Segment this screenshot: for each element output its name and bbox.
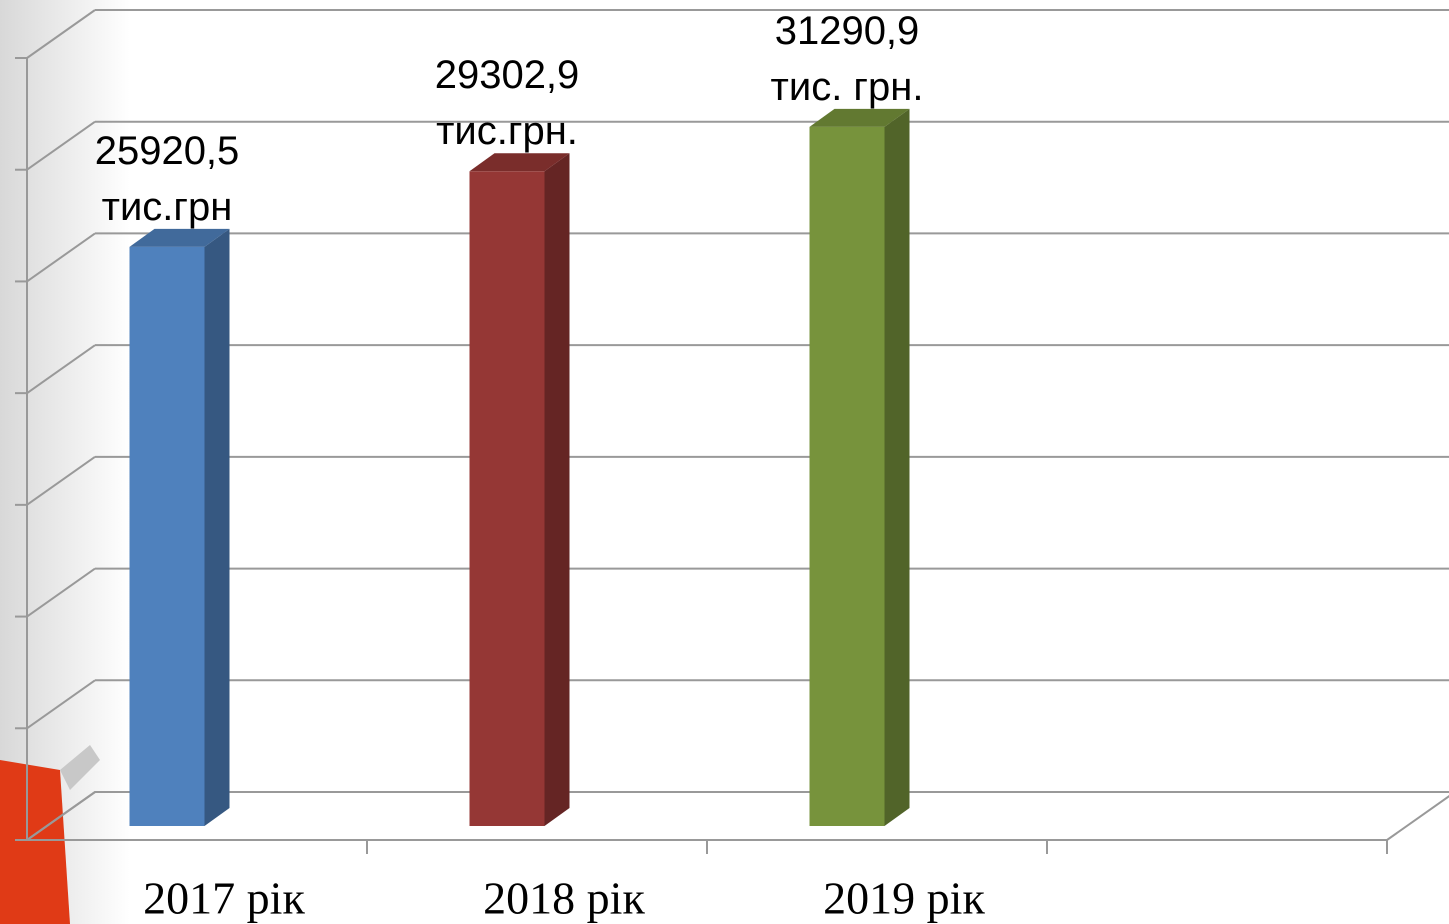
bar <box>809 126 885 827</box>
x-tick-label: 2018 рік <box>483 872 645 924</box>
bar-top <box>469 153 570 172</box>
decoration <box>0 760 70 924</box>
bar <box>129 246 205 827</box>
grid-line <box>26 9 96 59</box>
data-label: 25920,5 тис.грн <box>94 128 240 229</box>
bar-top <box>809 108 910 127</box>
bar-top <box>129 228 230 247</box>
grid-line <box>26 232 96 283</box>
x-tick-label: 2019 рік <box>823 872 985 924</box>
grid-line <box>26 456 96 506</box>
data-label: 29302,9 тис.грн. <box>434 53 580 154</box>
x-tick-label: 2017 рік <box>143 872 305 924</box>
bar-side <box>884 108 910 827</box>
grid-line <box>26 791 96 841</box>
floor <box>26 791 1449 841</box>
data-label: 31290,9 тис. грн. <box>770 8 924 109</box>
grid-line <box>26 567 96 618</box>
bar-side <box>544 153 570 826</box>
grid-line <box>26 120 96 171</box>
grid-line <box>26 679 96 730</box>
bar-side <box>204 228 230 827</box>
grid-line <box>26 344 96 394</box>
decoration <box>60 745 100 790</box>
bar <box>469 171 545 826</box>
